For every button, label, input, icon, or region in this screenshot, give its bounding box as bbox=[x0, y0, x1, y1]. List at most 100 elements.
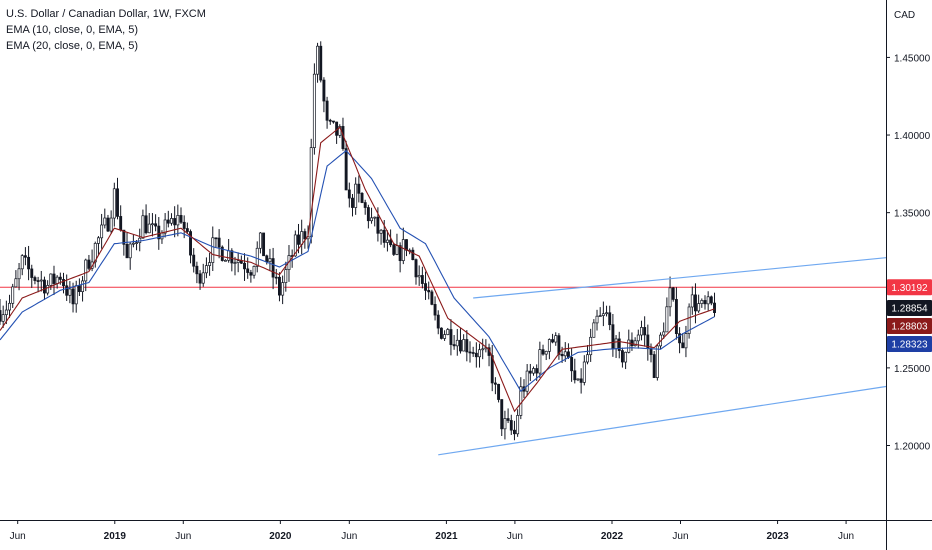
price-badge-ema10: 1.28803 bbox=[887, 318, 932, 335]
candle bbox=[532, 366, 535, 376]
candle bbox=[43, 276, 46, 300]
candle-body bbox=[1, 314, 5, 322]
candle-body bbox=[363, 202, 367, 208]
candle-body bbox=[198, 273, 202, 284]
candle-body bbox=[227, 250, 231, 261]
candle-body bbox=[258, 232, 262, 249]
candle-body bbox=[87, 259, 91, 269]
candle bbox=[411, 247, 415, 261]
candle-body bbox=[506, 418, 510, 421]
candle bbox=[427, 281, 431, 300]
candle bbox=[163, 213, 167, 238]
candle bbox=[465, 330, 469, 362]
candle-body bbox=[0, 310, 2, 322]
candle-body bbox=[46, 285, 50, 294]
candle-body bbox=[519, 386, 523, 416]
candle-body bbox=[586, 354, 589, 363]
candle bbox=[595, 309, 599, 331]
candle bbox=[474, 342, 478, 368]
candle-body bbox=[52, 273, 56, 284]
candle-body bbox=[344, 148, 348, 191]
candle bbox=[258, 232, 262, 254]
candle bbox=[684, 325, 688, 358]
candle-body bbox=[246, 268, 250, 273]
candle-body bbox=[633, 340, 637, 347]
candle-body bbox=[360, 192, 364, 203]
candle bbox=[519, 377, 523, 420]
candle-body bbox=[49, 273, 53, 286]
candle bbox=[481, 338, 485, 360]
candle bbox=[131, 234, 135, 248]
candle-body bbox=[703, 300, 707, 305]
candle-body bbox=[297, 234, 300, 245]
candle bbox=[576, 378, 580, 382]
candle bbox=[192, 248, 196, 273]
candle-body bbox=[481, 348, 485, 351]
candle bbox=[262, 232, 266, 257]
candle-body bbox=[233, 262, 237, 264]
candle-body bbox=[697, 303, 701, 312]
candle bbox=[255, 241, 259, 273]
candle-body bbox=[452, 344, 456, 347]
candle-body bbox=[192, 254, 196, 267]
candle-body bbox=[389, 239, 393, 246]
candle bbox=[636, 329, 640, 349]
ema-20-legend[interactable]: EMA (20, close, 0, EMA, 5) bbox=[6, 40, 139, 52]
candle bbox=[579, 368, 583, 394]
candle-body bbox=[43, 279, 46, 294]
candle bbox=[706, 291, 710, 311]
candle bbox=[414, 258, 418, 285]
candle bbox=[198, 270, 202, 290]
candle-body bbox=[551, 339, 555, 343]
candle bbox=[128, 241, 132, 270]
candle-body bbox=[665, 306, 669, 333]
candle bbox=[554, 332, 558, 346]
candle bbox=[468, 341, 472, 363]
candle bbox=[608, 305, 612, 331]
candle bbox=[690, 286, 694, 315]
time-tick-label: 2020 bbox=[269, 531, 292, 542]
candle bbox=[503, 410, 507, 440]
candle-body bbox=[55, 276, 59, 284]
candle-body bbox=[573, 370, 577, 381]
candle bbox=[39, 270, 43, 292]
candle-body bbox=[312, 73, 316, 148]
candle bbox=[655, 344, 659, 381]
candle-body bbox=[62, 279, 65, 287]
candle bbox=[665, 297, 669, 333]
candle bbox=[538, 341, 542, 378]
price-badge-label: 1.28803 bbox=[891, 322, 928, 333]
ema-10-legend[interactable]: EMA (10, close, 0, EMA, 5) bbox=[6, 24, 139, 36]
candle bbox=[338, 124, 342, 138]
price-badge-label: 1.28854 bbox=[891, 304, 928, 315]
candle-body bbox=[112, 188, 116, 219]
upper-channel-trendline[interactable] bbox=[473, 257, 887, 299]
candle bbox=[71, 282, 75, 313]
candle bbox=[598, 307, 602, 317]
candle-body bbox=[230, 250, 234, 264]
candle-body bbox=[176, 215, 180, 226]
candle-body bbox=[525, 370, 529, 392]
candle bbox=[624, 351, 628, 370]
candle bbox=[528, 363, 532, 382]
candle-body bbox=[446, 329, 450, 335]
candle-body bbox=[608, 312, 612, 326]
candle bbox=[687, 303, 691, 339]
candle-body bbox=[678, 333, 682, 344]
candle bbox=[312, 63, 316, 155]
candle bbox=[544, 350, 548, 361]
candle-body bbox=[687, 306, 691, 334]
candle bbox=[36, 276, 40, 293]
candle-body bbox=[217, 237, 221, 248]
ema-layer bbox=[0, 126, 715, 413]
candle-body bbox=[252, 266, 256, 276]
candle bbox=[103, 208, 107, 229]
candle-body bbox=[649, 348, 653, 355]
candle-body bbox=[405, 239, 408, 251]
lower-channel-trendline[interactable] bbox=[438, 385, 887, 456]
candle-body bbox=[322, 79, 326, 102]
symbol-title[interactable]: U.S. Dollar / Canadian Dollar, 1W, FXCM bbox=[6, 8, 206, 20]
candle bbox=[52, 265, 56, 296]
candle bbox=[303, 228, 307, 249]
